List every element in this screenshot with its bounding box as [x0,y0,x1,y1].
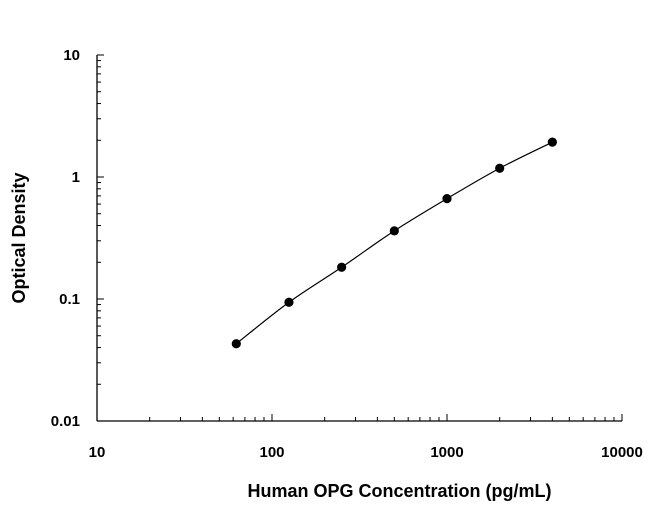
x-tick-label: 1000 [430,444,463,461]
y-tick-label: 10 [63,47,80,64]
y-tick-label: 1 [72,169,80,186]
x-tick-label: 10 [89,444,106,461]
data-point [231,339,241,349]
data-point [389,226,399,236]
data-points [231,137,557,349]
tick-marks [96,54,623,422]
x-tick-label: 100 [259,444,284,461]
y-tick-label: 0.01 [51,413,80,430]
y-tick-label: 0.1 [59,291,80,308]
axes [96,55,622,422]
y-axis-title: Optical Density [9,172,29,303]
data-point [442,194,452,204]
data-point [337,262,347,272]
x-tick-label: 10000 [601,444,643,461]
data-point [495,163,505,173]
x-axis-title: Human OPG Concentration (pg/mL) [248,481,552,501]
data-point [284,297,294,307]
x-tick-labels: 10 100 1000 10000 [89,444,643,461]
fit-curve [235,141,553,345]
data-point [547,137,557,147]
y-tick-labels: 0.01 0.1 1 10 [51,47,80,430]
